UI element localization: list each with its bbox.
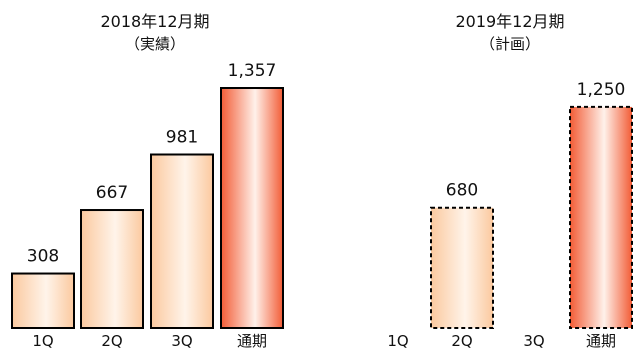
category-label-0-2: 3Q bbox=[171, 332, 192, 350]
value-label-0-2: 981 bbox=[166, 127, 198, 147]
category-label-0-0: 1Q bbox=[32, 332, 53, 350]
chart-title-2018: 2018年12月期 bbox=[100, 12, 210, 31]
category-label-0-3: 通期 bbox=[237, 332, 267, 350]
value-label-1-1: 680 bbox=[446, 181, 478, 201]
bar-1-1 bbox=[430, 206, 494, 329]
bar-0-3 bbox=[220, 87, 284, 329]
bar-0-2 bbox=[150, 153, 214, 329]
value-label-0-0: 308 bbox=[27, 247, 59, 267]
bar-1-3 bbox=[569, 105, 633, 329]
value-label-0-1: 667 bbox=[96, 183, 128, 203]
category-label-1-2: 3Q bbox=[523, 332, 544, 350]
chart-subtitle-2018: （実績） bbox=[124, 35, 185, 53]
bar-0-1 bbox=[80, 209, 144, 330]
category-label-1-0: 1Q bbox=[387, 332, 408, 350]
value-label-0-3: 1,357 bbox=[228, 61, 277, 81]
category-label-0-1: 2Q bbox=[101, 332, 122, 350]
value-label-1-3: 1,250 bbox=[577, 80, 626, 100]
category-label-1-3: 通期 bbox=[586, 332, 616, 350]
chart-title-2019: 2019年12月期 bbox=[455, 12, 565, 31]
category-label-1-1: 2Q bbox=[451, 332, 472, 350]
bar-0-0 bbox=[11, 272, 75, 329]
chart-subtitle-2019: （計画） bbox=[479, 35, 540, 53]
